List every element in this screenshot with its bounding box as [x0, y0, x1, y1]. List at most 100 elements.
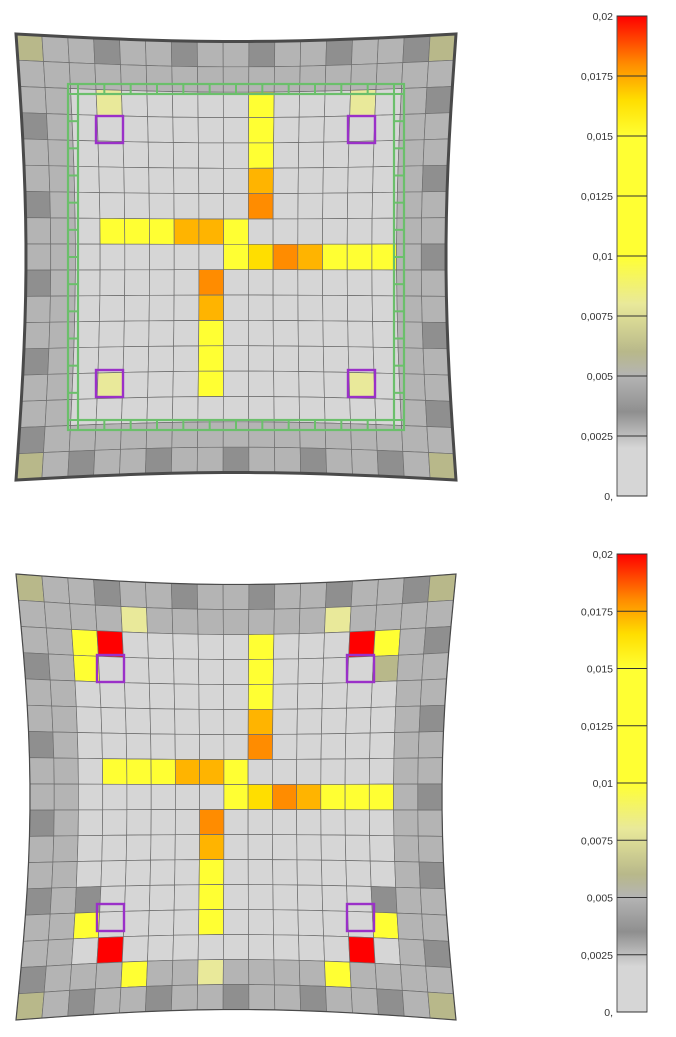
mesh-element — [223, 243, 249, 271]
mesh-element — [197, 396, 224, 423]
mesh-element — [23, 913, 51, 942]
mesh-element — [223, 934, 249, 960]
mesh-element — [94, 423, 122, 451]
mesh-element — [124, 682, 151, 709]
mesh-element — [371, 243, 397, 271]
mesh-element — [222, 584, 250, 610]
mesh-element — [273, 421, 301, 449]
mesh-element — [428, 33, 457, 62]
mesh-element — [417, 757, 443, 785]
mesh-element — [173, 243, 200, 271]
mesh-element — [124, 218, 150, 245]
mesh-element — [320, 733, 347, 760]
mesh-element — [248, 984, 276, 1011]
mesh-element — [273, 370, 300, 398]
mesh-element — [248, 633, 275, 660]
column-outline — [95, 653, 126, 684]
mesh-element — [72, 140, 100, 168]
mesh-element — [150, 733, 176, 760]
mesh-element — [374, 88, 402, 116]
scale-tick-label: 0,01 — [593, 778, 614, 790]
mesh-element — [223, 659, 249, 685]
mesh-element — [425, 400, 453, 428]
mesh-element — [375, 424, 404, 452]
mesh-element — [322, 192, 349, 220]
mesh-element — [298, 116, 325, 143]
mesh-element — [272, 193, 299, 220]
mesh-element — [325, 38, 353, 66]
mesh-element — [75, 243, 101, 271]
mesh-element — [299, 422, 327, 449]
mesh-element — [346, 885, 373, 913]
mesh-element — [145, 447, 173, 475]
mesh-element — [297, 884, 324, 911]
mesh-element — [196, 40, 224, 68]
mesh-element — [98, 320, 125, 348]
mesh-element — [397, 347, 425, 375]
mesh-element — [97, 140, 125, 168]
mesh-element — [368, 783, 394, 811]
mesh-element — [296, 859, 323, 886]
mesh-element — [321, 885, 348, 912]
mesh-element — [41, 451, 70, 479]
mesh-element — [24, 295, 51, 323]
mesh-element — [223, 684, 249, 710]
mesh-element — [223, 320, 249, 347]
mesh-element — [374, 398, 402, 426]
mesh-element — [371, 654, 399, 683]
mesh-element — [223, 734, 249, 760]
mesh-element — [47, 139, 75, 167]
mesh-element — [272, 683, 299, 710]
mesh-element — [69, 603, 98, 632]
mesh-element — [322, 346, 350, 373]
mesh-element — [297, 192, 324, 220]
mesh-element — [223, 370, 249, 397]
mesh-element — [198, 243, 224, 271]
mesh-element — [273, 65, 301, 93]
mesh-element — [247, 834, 273, 860]
mesh-element — [45, 627, 74, 656]
mesh-element — [346, 681, 373, 709]
mesh-element — [172, 370, 199, 398]
mesh-element — [425, 86, 453, 114]
slab-mesh — [15, 573, 457, 1021]
mesh-element — [248, 91, 275, 118]
mesh-element — [101, 834, 128, 862]
mesh-element — [198, 909, 224, 936]
mesh-element — [198, 658, 224, 685]
mesh-element — [125, 834, 152, 861]
mesh-element — [373, 937, 401, 965]
mesh-element — [345, 860, 372, 887]
mesh-element — [173, 320, 200, 347]
mesh-element — [53, 757, 79, 785]
mesh-element — [198, 294, 224, 321]
mesh-element — [345, 707, 372, 734]
mesh-element — [425, 965, 454, 995]
mesh-element — [102, 783, 128, 811]
mesh-element — [123, 166, 150, 194]
mesh-element — [223, 345, 249, 372]
mesh-element — [15, 33, 44, 62]
mesh-element — [248, 608, 275, 635]
mesh-element — [198, 142, 224, 169]
mesh-element — [94, 604, 123, 633]
mesh-element — [248, 142, 274, 169]
top-contour-panel: 0,02 0,0175 0,015 0,0125 0,01 0,0075 0,005 0,00… — [0, 0, 676, 518]
mesh-element — [348, 630, 376, 658]
mesh-element — [121, 371, 149, 399]
mesh-element — [297, 243, 323, 271]
mesh-element — [376, 36, 405, 65]
mesh-element — [272, 243, 299, 271]
mesh-element — [98, 166, 125, 194]
mesh-element — [147, 632, 174, 660]
mesh-element — [297, 320, 324, 347]
mesh-element — [418, 861, 446, 890]
mesh-element — [393, 835, 420, 863]
mesh-element — [248, 294, 274, 321]
mesh-element — [298, 934, 325, 962]
mesh-element — [401, 990, 431, 1019]
mesh-element — [373, 114, 401, 142]
mesh-element — [99, 269, 126, 297]
mesh-element — [347, 655, 374, 684]
mesh-element — [420, 243, 447, 271]
